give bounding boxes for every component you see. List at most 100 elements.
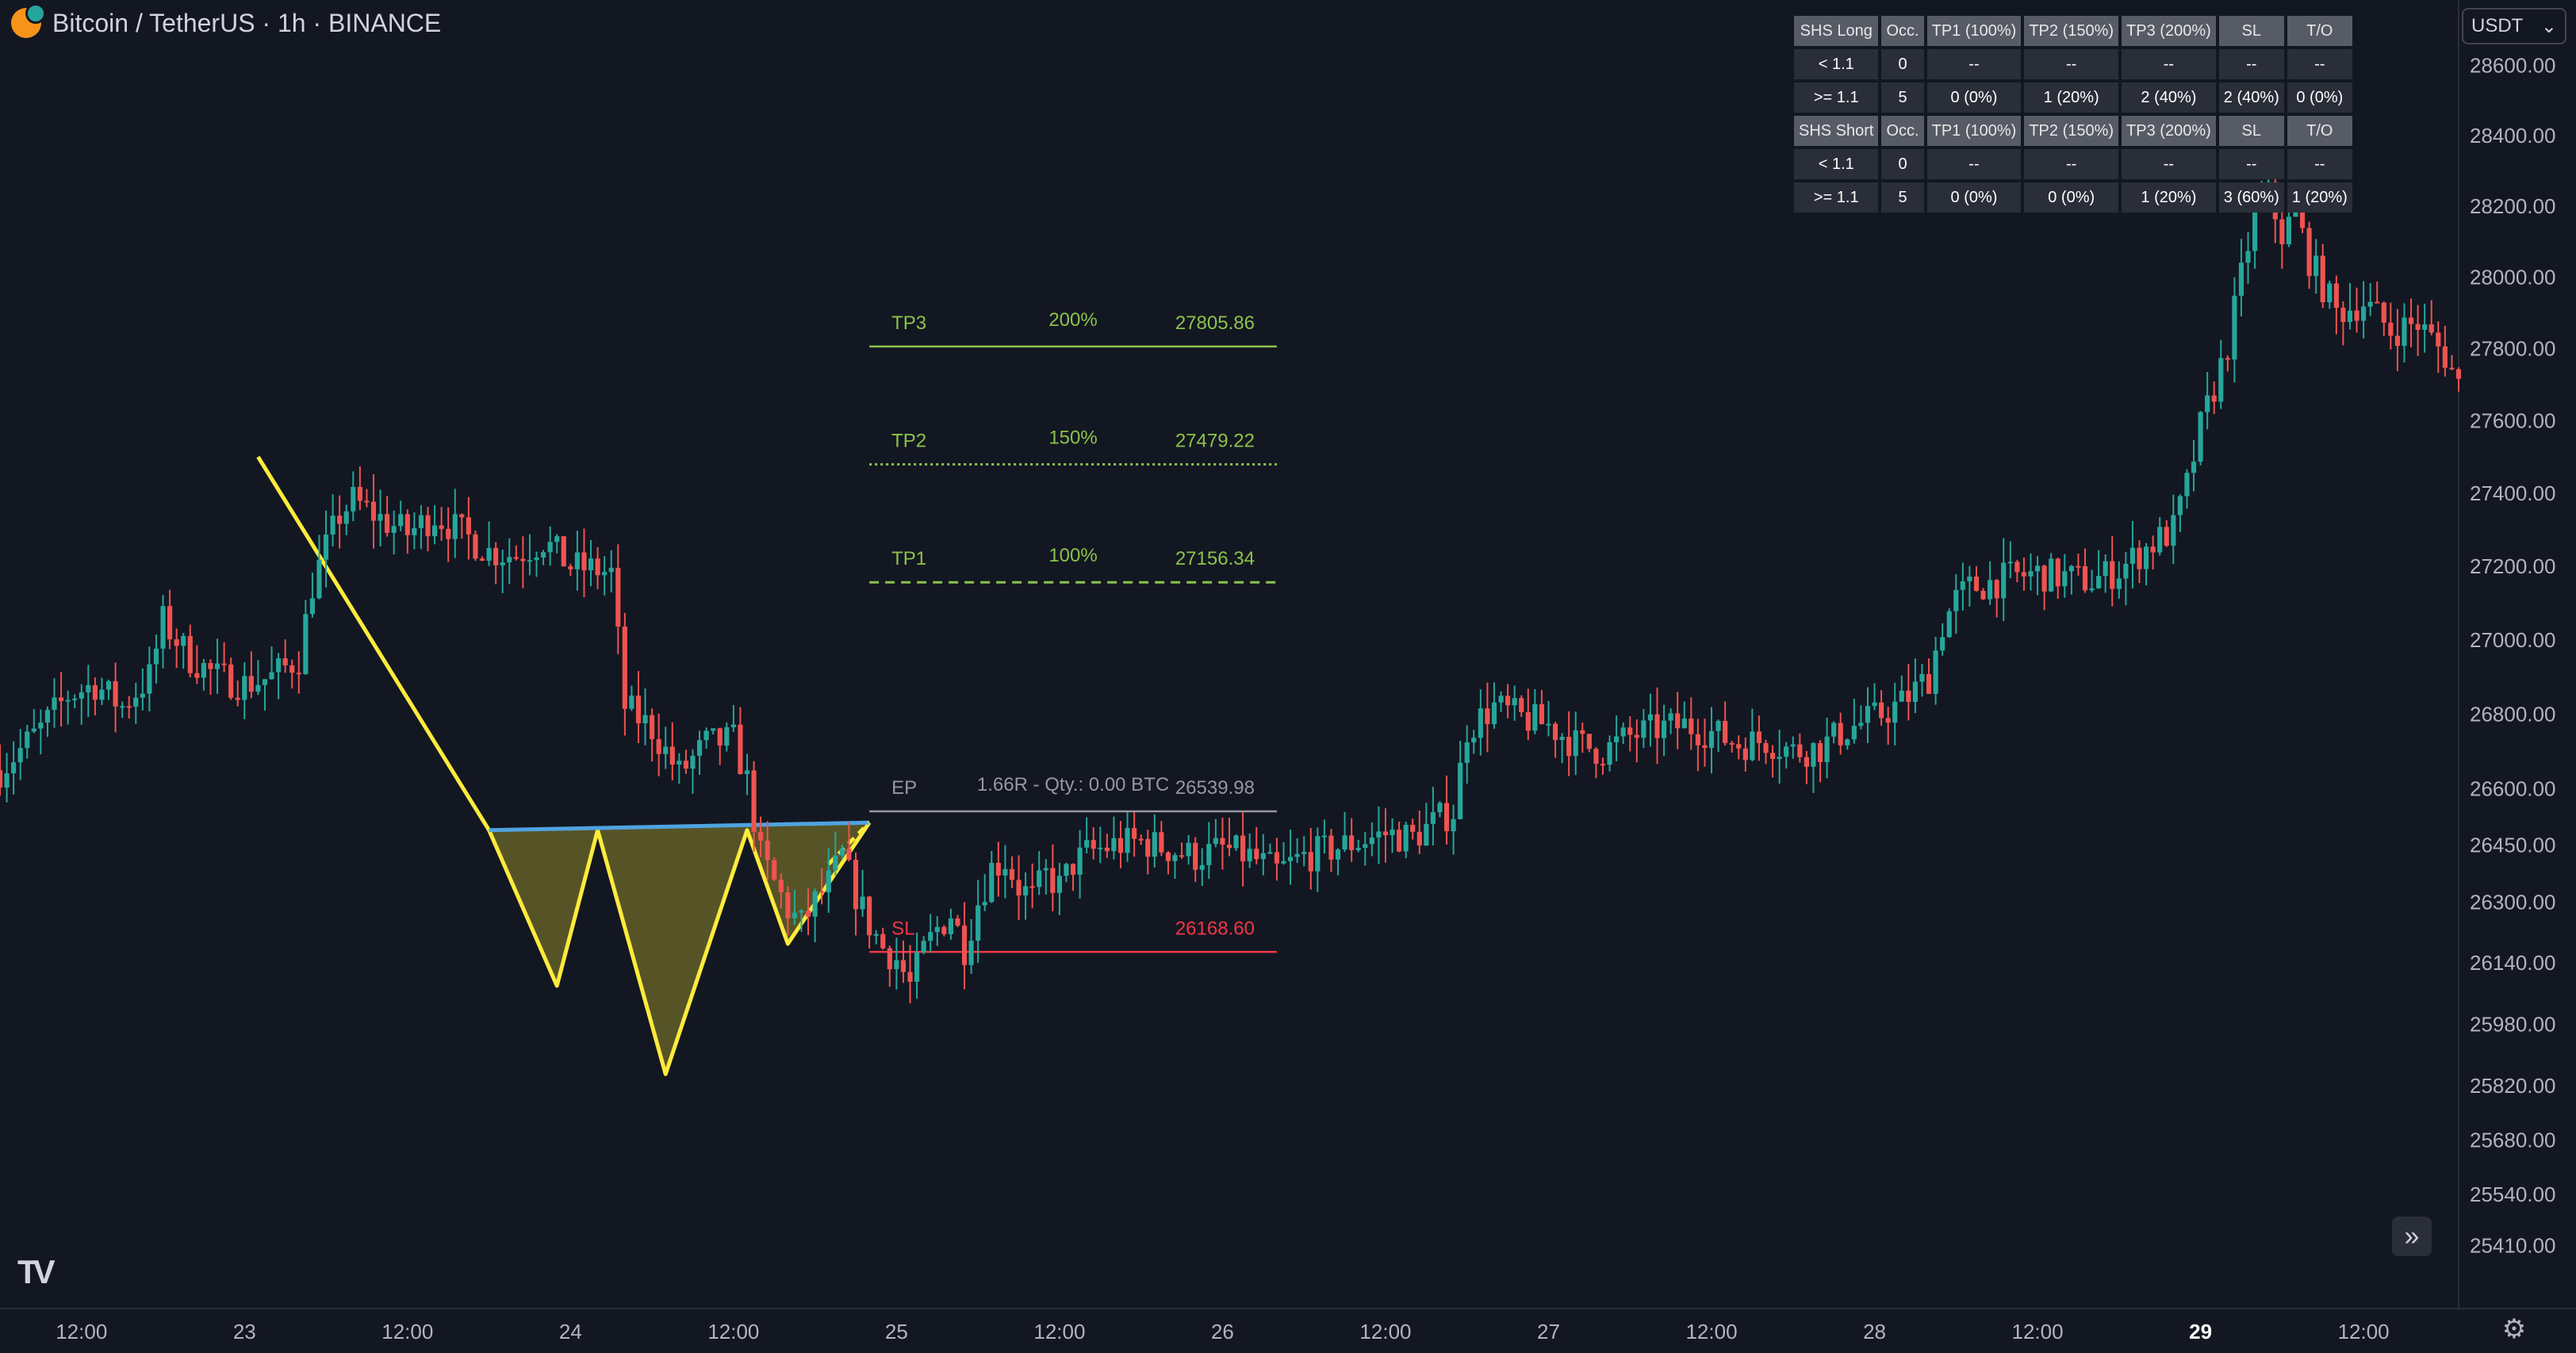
- level-percent: 200%: [1048, 309, 1097, 331]
- candle-body: [2205, 395, 2210, 412]
- candle-body: [602, 572, 608, 576]
- table-cell: --: [2122, 49, 2216, 79]
- candle-body: [113, 680, 118, 707]
- candle-body: [1899, 690, 1904, 702]
- candle-body: [2306, 228, 2312, 277]
- candle-body: [2211, 395, 2217, 402]
- candle-body: [2184, 473, 2190, 496]
- candle-body: [235, 697, 240, 700]
- price-tick-label: 27000.00: [2470, 628, 2555, 652]
- candle-body: [1064, 864, 1069, 876]
- candle-body: [1946, 611, 1952, 638]
- candle-body: [255, 684, 261, 692]
- level-value: 27479.22: [1175, 431, 1255, 452]
- time-tick-label: 12:00: [2012, 1320, 2064, 1343]
- candle-body: [1308, 852, 1313, 872]
- candle-body: [1532, 703, 1538, 731]
- candle-body: [357, 487, 362, 501]
- candle-body: [948, 918, 953, 934]
- candle-body: [1715, 721, 1721, 731]
- candle-body: [1091, 840, 1096, 849]
- candle-body: [2007, 562, 2013, 564]
- price-tick-label: 25680.00: [2470, 1128, 2555, 1152]
- candle-body: [928, 932, 933, 941]
- candle-body: [1267, 852, 1273, 854]
- candle-body: [2388, 322, 2394, 336]
- candle-body: [2001, 562, 2007, 599]
- candle-body: [914, 952, 920, 982]
- candle-body: [1430, 812, 1436, 824]
- table-cell: TP2 (150%): [2024, 116, 2119, 146]
- candle-body: [1349, 835, 1355, 850]
- time-tick-label: 26: [1211, 1320, 1234, 1343]
- candle-body: [1960, 581, 1965, 590]
- candle-body: [1790, 744, 1796, 747]
- candle-body: [2055, 558, 2060, 587]
- candle-body: [1491, 702, 1497, 725]
- candle-body: [663, 746, 669, 754]
- candle-body: [677, 761, 682, 765]
- price-tick-label: 26800.00: [2470, 702, 2555, 726]
- candle-body: [995, 863, 1001, 876]
- candle-body: [1294, 853, 1300, 857]
- table-cell: 1 (20%): [2024, 82, 2119, 113]
- candle-body: [303, 614, 309, 674]
- time-tick-label: 27: [1537, 1320, 1560, 1343]
- level-value: 27156.34: [1175, 548, 1255, 569]
- candle-body: [296, 673, 301, 675]
- candle-body: [1145, 838, 1151, 857]
- candle-body: [887, 948, 892, 970]
- candle-body: [507, 557, 512, 563]
- candle-body: [2191, 462, 2197, 473]
- tradingview-logo[interactable]: TV: [17, 1253, 56, 1290]
- candle-body: [941, 926, 947, 934]
- candle-body: [1723, 721, 1728, 743]
- candle-body: [1165, 852, 1171, 861]
- gear-icon[interactable]: ⚙: [2501, 1314, 2527, 1344]
- candle-body: [25, 731, 30, 749]
- candle-body: [2299, 207, 2306, 228]
- time-tick-label: 12:00: [2338, 1320, 2390, 1343]
- candle-body: [351, 487, 356, 512]
- candle-body: [2116, 578, 2122, 589]
- candle-body: [194, 673, 200, 678]
- candle-body: [337, 516, 343, 524]
- candle-body: [2034, 565, 2041, 572]
- neckline: [489, 820, 870, 833]
- candle-body: [1098, 847, 1103, 849]
- time-tick-label: 29: [2189, 1320, 2212, 1343]
- candle-body: [99, 689, 105, 700]
- candle-body: [880, 933, 886, 949]
- scroll-to-realtime-button[interactable]: »: [2392, 1217, 2432, 1256]
- chart-title: Bitcoin / TetherUS · 1h · BINANCE: [11, 3, 441, 38]
- candle-body: [1220, 837, 1225, 845]
- candle-body: [418, 515, 424, 528]
- candle-body: [1702, 745, 1708, 749]
- candle-body: [1321, 835, 1327, 837]
- table-cell: 3 (60%): [2218, 182, 2284, 213]
- candle-body: [907, 972, 913, 982]
- candle-body: [772, 860, 777, 880]
- level-percent: 150%: [1048, 427, 1097, 449]
- candle-body: [364, 500, 370, 503]
- price-tick-label: 27400.00: [2470, 481, 2555, 505]
- candle-body: [473, 534, 478, 559]
- candle-body: [2367, 301, 2373, 307]
- candle-body: [2422, 324, 2428, 330]
- candle-body: [1260, 853, 1266, 860]
- price-tick-label: 26140.00: [2470, 951, 2555, 975]
- candle-body: [1654, 714, 1660, 738]
- candle-body: [1851, 726, 1857, 740]
- table-cell: 0 (0%): [1926, 182, 2022, 213]
- time-tick-label: 24: [559, 1320, 582, 1343]
- candle-body: [79, 692, 84, 699]
- candle-body: [968, 941, 974, 965]
- candle-body: [44, 710, 51, 723]
- currency-select[interactable]: USDT ⌄: [2462, 8, 2566, 44]
- candle-body: [2103, 561, 2108, 577]
- candle-body: [2089, 588, 2095, 591]
- candle-body: [1552, 723, 1558, 741]
- candle-body: [65, 699, 71, 702]
